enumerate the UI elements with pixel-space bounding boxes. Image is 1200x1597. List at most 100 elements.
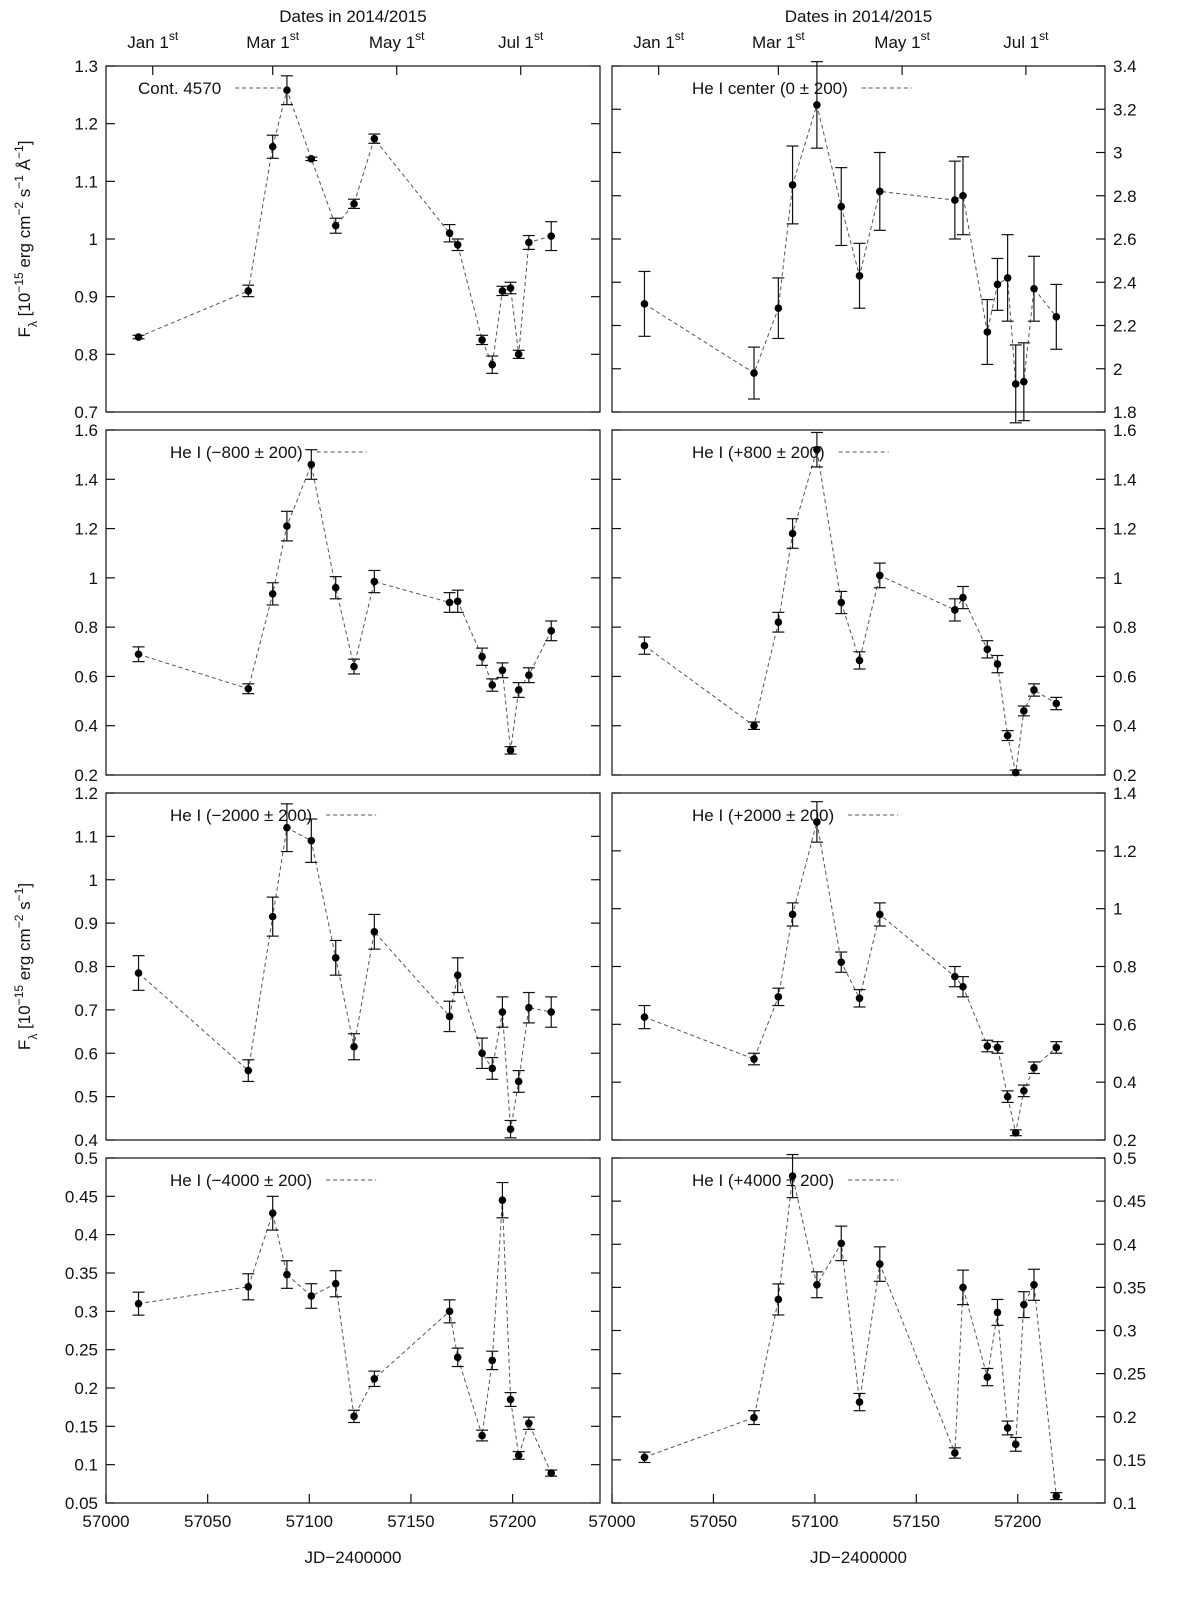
y-tick-label: 1.2 <box>74 520 98 539</box>
data-point <box>331 221 340 230</box>
y-tick-label: 0.7 <box>74 1001 98 1020</box>
top-tick-sup: st <box>1039 29 1049 43</box>
top-tick-label: Jul 1st <box>498 29 544 52</box>
y-tick-label: 0.2 <box>74 766 98 785</box>
y-tick-label: 0.9 <box>74 914 98 933</box>
data-point <box>813 1280 821 1289</box>
plot-frame <box>611 65 1106 413</box>
data-point <box>837 202 846 211</box>
data-point <box>498 666 507 675</box>
y-tick-label: 1.3 <box>74 57 98 76</box>
y-tick-label: 3.2 <box>1113 100 1137 119</box>
y-tick-label: 0.25 <box>65 1341 98 1360</box>
y-tick-label: 0.4 <box>1113 1235 1137 1254</box>
plot-frame <box>105 429 601 776</box>
y-tick-label: 0.8 <box>74 958 98 977</box>
x-tick-label: 57150 <box>387 1512 434 1531</box>
y-tick-label: 0.15 <box>1113 1451 1146 1470</box>
data-point <box>983 328 992 336</box>
data-point <box>993 660 1002 668</box>
data-point <box>1011 1128 1020 1137</box>
data-point <box>876 1260 884 1268</box>
y-tick-label: 1.6 <box>74 421 98 440</box>
data-point <box>813 445 821 454</box>
data-point <box>640 1013 649 1021</box>
top-tick-text: May 1 <box>874 33 920 52</box>
data-point <box>244 684 253 693</box>
data-point <box>268 1209 277 1217</box>
y-tick-label: 1.4 <box>1113 784 1137 803</box>
top-tick-text: May 1 <box>369 33 415 52</box>
series-line <box>644 449 1057 773</box>
data-point <box>1003 731 1012 740</box>
data-point <box>453 597 462 606</box>
data-point <box>547 627 556 635</box>
y-axis-label-part: ] <box>15 883 34 888</box>
y-tick-label: 1.2 <box>74 115 98 134</box>
y-tick-label: 0.8 <box>1113 618 1137 637</box>
y-axis-label-part: Å <box>15 158 34 175</box>
top-tick-sup: st <box>534 29 544 43</box>
y-tick-label: 0.8 <box>1113 958 1137 977</box>
data-point <box>876 910 884 919</box>
data-point <box>478 336 486 344</box>
data-point <box>445 229 454 238</box>
data-point <box>993 280 1002 289</box>
y-tick-label: 1.1 <box>74 827 98 846</box>
data-point <box>1020 1300 1028 1309</box>
data-point <box>331 1279 340 1288</box>
y-tick-label: 0.45 <box>1113 1192 1146 1211</box>
y-tick-label: 0.2 <box>1113 1131 1137 1150</box>
y-tick-label: 3.4 <box>1113 57 1137 76</box>
top-tick-sup: st <box>415 29 425 43</box>
data-point <box>1030 1280 1038 1289</box>
data-point <box>1003 1092 1012 1101</box>
y-tick-label: 0.4 <box>1113 1073 1137 1092</box>
y-tick-label: 0.05 <box>65 1494 98 1513</box>
top-tick-label: Mar 1st <box>246 29 299 52</box>
data-point <box>750 721 758 730</box>
plot-frame <box>611 792 1106 1141</box>
data-point <box>134 650 143 659</box>
data-point <box>876 187 884 196</box>
y-tick-label: 1.4 <box>74 470 98 489</box>
plot-frame <box>611 429 1106 776</box>
y-axis-label-part: −2 <box>12 914 26 928</box>
data-point <box>134 969 143 977</box>
y-tick-label: 0.25 <box>1113 1365 1146 1384</box>
y-axis-label-part: erg cm <box>15 216 34 273</box>
data-point <box>488 360 497 369</box>
y-tick-label: 0.6 <box>74 1044 98 1063</box>
y-tick-label: 0.6 <box>1113 667 1137 686</box>
series-line <box>644 1175 1057 1497</box>
data-point <box>837 598 846 607</box>
top-axis-label: Dates in 2014/2015 <box>785 7 932 26</box>
series-line <box>644 821 1057 1133</box>
y-tick-label: 2.8 <box>1113 187 1137 206</box>
data-point <box>268 142 277 151</box>
data-point <box>640 300 649 308</box>
data-point <box>350 200 358 208</box>
data-point <box>774 993 783 1001</box>
y-tick-label: 0.8 <box>74 618 98 637</box>
data-point <box>283 522 291 530</box>
data-point <box>525 1003 533 1012</box>
data-point <box>750 1055 758 1063</box>
data-point <box>478 1431 486 1440</box>
y-tick-label: 0.8 <box>74 345 98 364</box>
data-point <box>959 982 967 991</box>
data-point <box>1052 313 1061 321</box>
data-point <box>788 910 797 919</box>
data-point <box>1011 768 1020 777</box>
data-point <box>134 333 143 341</box>
y-tick-label: 2 <box>1113 360 1122 379</box>
y-tick-label: 1.4 <box>1113 470 1137 489</box>
data-point <box>951 606 959 614</box>
y-tick-label: 1.8 <box>1113 403 1137 422</box>
data-point <box>547 232 556 240</box>
y-tick-label: 0.2 <box>1113 1408 1137 1427</box>
x-axis-label: JD−2400000 <box>305 1548 402 1567</box>
data-point <box>478 1049 486 1058</box>
data-point <box>350 1412 358 1421</box>
